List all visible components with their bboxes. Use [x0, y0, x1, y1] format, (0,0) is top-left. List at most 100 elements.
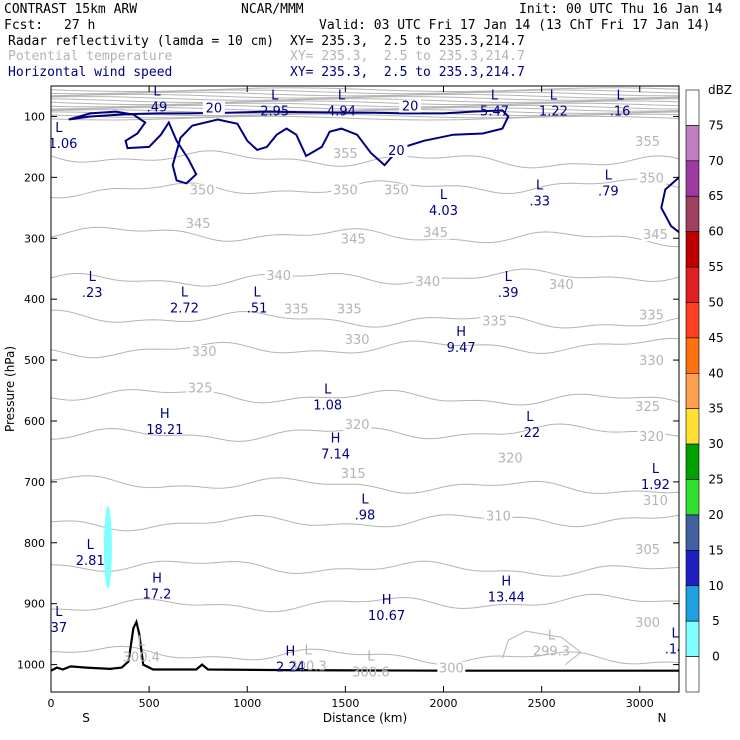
theta-label-bg — [382, 183, 411, 197]
theta-label: 320 — [639, 430, 664, 445]
colorbar-segment — [685, 620, 700, 657]
wind-extremum-value: .49 — [147, 100, 168, 115]
theta-contour — [51, 268, 679, 287]
theta-extremum-value: 300.6 — [352, 666, 389, 681]
theta-contour — [51, 593, 679, 613]
field-theta-xy: XY= 235.3, 2.5 to 235.3,214.7 — [290, 49, 525, 64]
colorbar-segment — [685, 160, 700, 197]
wind-extremum-value: 2.81 — [76, 554, 105, 569]
theta-label: 310 — [486, 509, 511, 524]
wind-contour-right — [660, 176, 679, 233]
theta-contour — [51, 309, 679, 329]
wind-extremum-type: L — [55, 121, 63, 136]
wind-extremum-value: 5.47 — [480, 105, 509, 120]
wind-extremum-value: 37 — [51, 621, 68, 636]
colorbar-tick-label: 15 — [708, 543, 723, 557]
wind-extremum-value: 7.14 — [321, 447, 350, 462]
wind-extremum-type: L — [153, 84, 161, 99]
theta-label-bg — [437, 661, 466, 675]
colorbar-segment — [685, 443, 700, 480]
colorbar-unit: dBZ — [708, 83, 732, 97]
theta-extremum-type: L — [367, 650, 375, 665]
theta-label: 340 — [549, 278, 574, 293]
wind-extremum-type: H — [501, 575, 511, 590]
theta-label: 350 — [333, 184, 358, 199]
colorbar-tick-label: 60 — [708, 225, 723, 239]
wind-extremum-type: L — [253, 285, 261, 300]
colorbar-segment — [685, 195, 700, 232]
wind-extremum-value: .39 — [498, 286, 519, 301]
wind-extremum-type: L — [526, 410, 534, 425]
theta-label-bg — [339, 232, 368, 246]
wind-extremum-type: L — [181, 285, 189, 300]
wind-extremum-type: L — [324, 383, 332, 398]
theta-label: 315 — [341, 467, 366, 482]
wind-extremum-value: .98 — [355, 508, 376, 523]
colorbar-tick-label: 55 — [708, 260, 723, 274]
wind-extremum-type: L — [617, 89, 625, 104]
colorbar-segment — [685, 337, 700, 374]
theta-label: 345 — [186, 217, 211, 232]
wind-extremum-type: H — [152, 572, 162, 587]
theta-contour — [51, 514, 679, 532]
wind-extremum-type: L — [491, 89, 499, 104]
colorbar-tick-label: 45 — [708, 331, 723, 345]
fcst-label: Fcst: — [4, 18, 44, 33]
wind-extremum-value: 1.92 — [641, 478, 670, 493]
theta-contour-upper — [51, 89, 679, 95]
wind-extremum-type: L — [550, 89, 558, 104]
theta-contour — [51, 645, 679, 665]
colorbar-segment — [685, 89, 700, 126]
wind-extremum-type: H — [286, 645, 296, 660]
wind-extremum-type: L — [87, 538, 95, 553]
theta-label: 320 — [498, 452, 523, 467]
colorbar-tick-label: 5 — [712, 614, 720, 628]
theta-label-bg — [633, 616, 662, 630]
wind-extremum-value: 1.08 — [313, 399, 342, 414]
colorbar-tick-label: 0 — [712, 650, 720, 664]
x-tick-label: 500 — [139, 697, 160, 710]
theta-contour — [51, 178, 679, 199]
theta-label: 345 — [341, 232, 366, 247]
theta-label: 350 — [639, 171, 664, 186]
fcst-value: 27 h — [64, 18, 96, 33]
theta-label: 345 — [423, 226, 448, 241]
wind-extremum-value: .79 — [598, 184, 619, 199]
org-label: NCAR/MMM — [241, 2, 304, 17]
theta-label-bg — [331, 183, 360, 197]
y-tick-label: 400 — [24, 293, 45, 306]
theta-label-bg — [637, 354, 666, 368]
field-theta: Potential temperature — [8, 49, 173, 64]
wind-extremum-type: L — [338, 89, 346, 104]
colorbar-tick-label: 65 — [708, 189, 723, 203]
theta-extremum-value: 300.4 — [123, 650, 160, 665]
y-tick-label: 500 — [24, 354, 45, 367]
theta-contour — [51, 150, 679, 169]
theta-contour-upper — [51, 87, 679, 93]
colorbar-segment — [685, 266, 700, 303]
colorbar-tick-label: 70 — [708, 154, 723, 168]
wind-extremum-type: L — [89, 270, 97, 285]
wind-extremum-value: .33 — [529, 195, 550, 210]
theta-contour-upper — [51, 100, 679, 106]
theta-contour-upper — [51, 113, 679, 119]
theta-contour — [51, 560, 679, 577]
y-tick-label: 100 — [24, 110, 45, 123]
wind-extremum-type: L — [440, 188, 448, 203]
theta-label-bg — [190, 344, 219, 358]
theta-contour — [51, 226, 679, 248]
model-title: CONTRAST 15km ARW — [4, 2, 138, 17]
y-tick-label: 300 — [24, 232, 45, 245]
plot-frame — [50, 85, 680, 693]
theta-contour-upper — [51, 109, 679, 114]
x-tick-label: 0 — [48, 697, 55, 710]
theta-label: 300 — [635, 616, 660, 631]
theta-label: 355 — [333, 147, 358, 162]
field-wind: Horizontal wind speed — [8, 65, 173, 80]
valid-time: Valid: 03 UTC Fri 17 Jan 14 (13 ChT Fri … — [319, 18, 711, 33]
theta-label-bg — [637, 430, 666, 444]
theta-contour-upper — [51, 91, 679, 97]
x-tick-label: 2500 — [528, 697, 556, 710]
field-wind-xy: XY= 235.3, 2.5 to 235.3,214.7 — [290, 65, 525, 80]
wind-extremum-value: .16 — [610, 105, 631, 120]
